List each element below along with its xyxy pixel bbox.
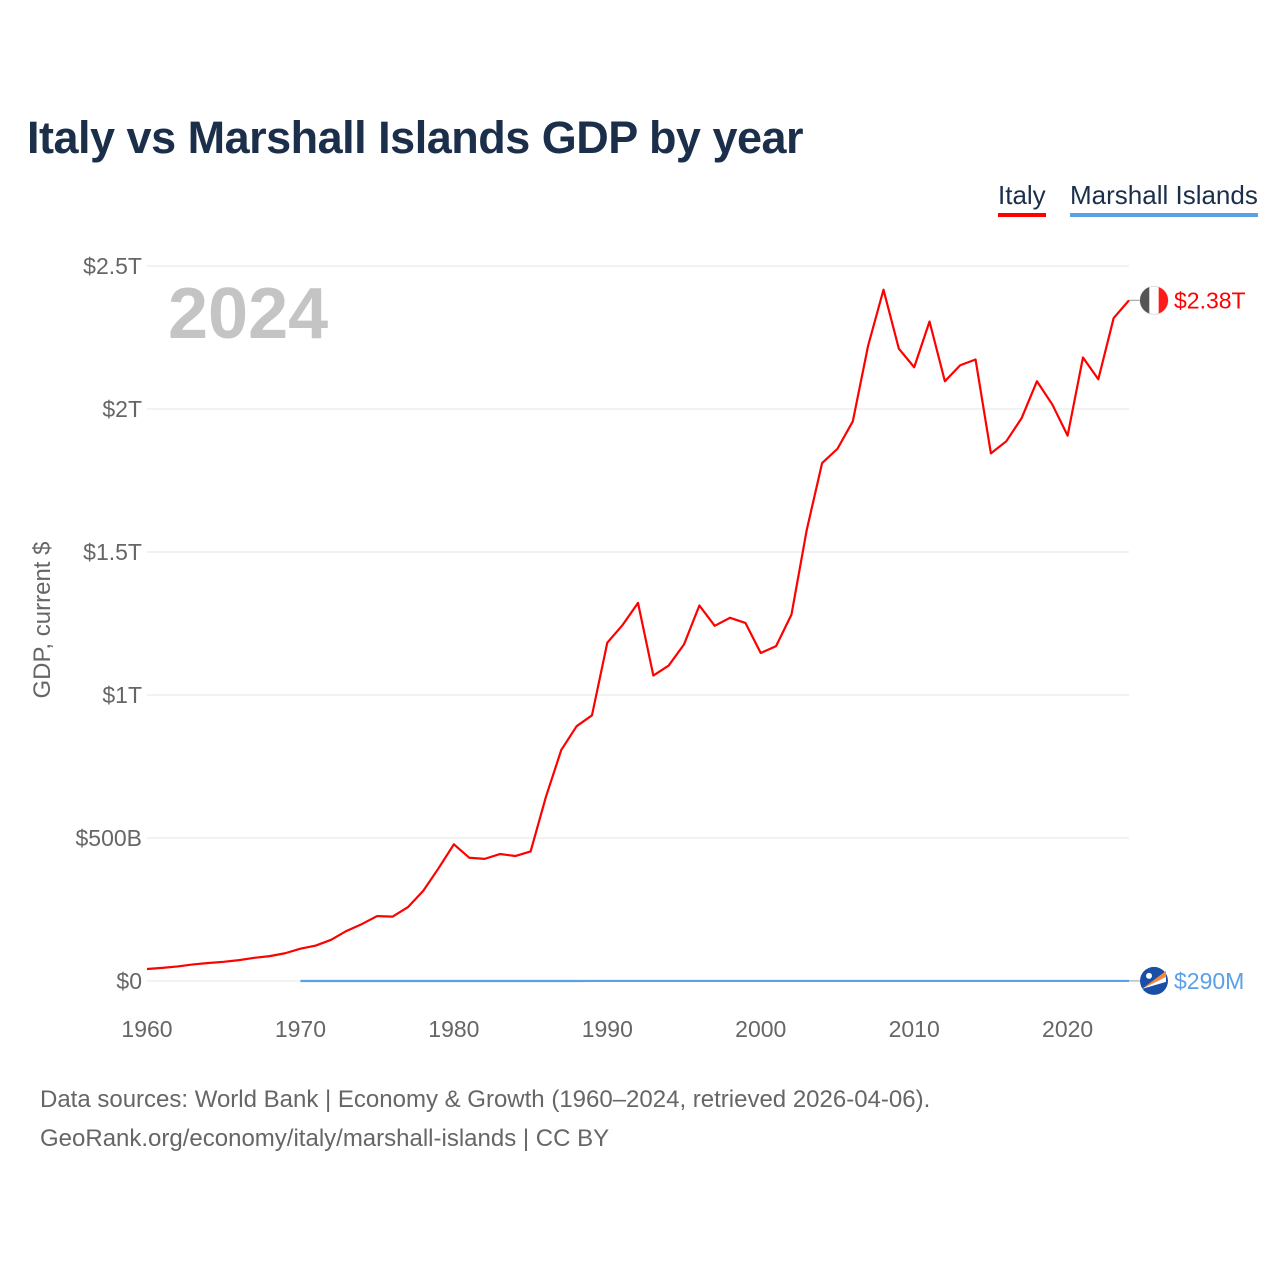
y-tick-label: $2.5T <box>83 253 142 279</box>
x-tick-label: 1970 <box>275 1016 326 1042</box>
y-tick-label: $2T <box>102 396 142 422</box>
y-tick-label: $1T <box>102 682 142 708</box>
x-tick-label: 1960 <box>121 1016 172 1042</box>
chart-title: Italy vs Marshall Islands GDP by year <box>27 112 804 163</box>
y-tick-label: $500B <box>75 825 142 851</box>
x-tick-label: 1990 <box>582 1016 633 1042</box>
footer-attribution[interactable]: GeoRank.org/economy/italy/marshall-islan… <box>40 1125 610 1152</box>
legend-marshall-islands[interactable]: Marshall Islands <box>1070 180 1258 217</box>
end-value-label: $2.38T <box>1174 287 1246 313</box>
footer-sources: Data sources: World Bank | Economy & Gro… <box>40 1086 931 1113</box>
y-tick-label: $0 <box>116 968 142 994</box>
x-tick-label: 2020 <box>1042 1016 1093 1042</box>
x-tick-label: 1980 <box>428 1016 479 1042</box>
series-line-italy <box>146 288 1130 971</box>
y-tick-label: $1.5T <box>83 539 142 565</box>
y-axis-label: GDP, current $ <box>29 542 56 699</box>
year-watermark: 2024 <box>168 274 328 354</box>
legend-italy[interactable]: Italy <box>998 180 1046 217</box>
x-tick-label: 2010 <box>889 1016 940 1042</box>
x-tick-label: 2000 <box>735 1016 786 1042</box>
end-value-label: $290M <box>1174 968 1244 994</box>
